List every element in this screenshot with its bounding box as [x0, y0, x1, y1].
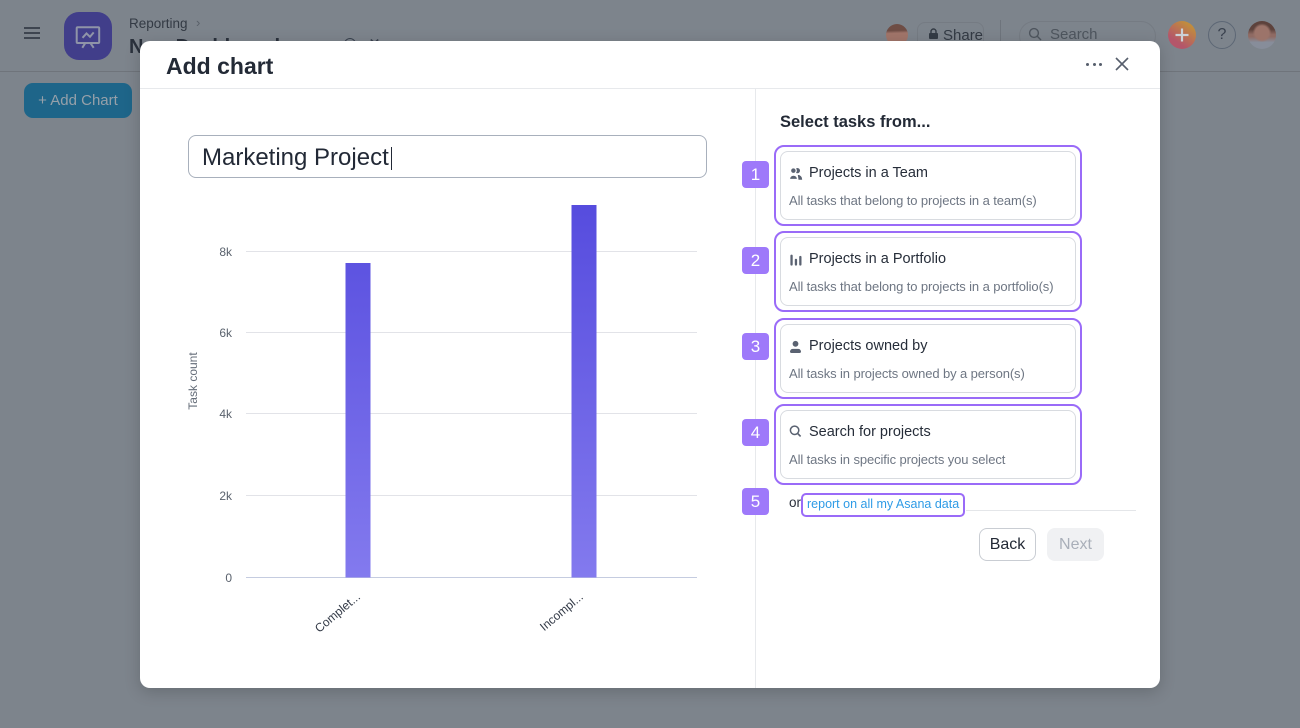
svg-text:Incompl...: Incompl...: [537, 590, 586, 634]
svg-text:Task count: Task count: [186, 352, 200, 410]
svg-text:2k: 2k: [219, 489, 233, 503]
svg-text:Complet...: Complet...: [312, 590, 363, 636]
svg-text:4k: 4k: [219, 407, 233, 421]
svg-text:6k: 6k: [219, 326, 233, 340]
svg-text:0: 0: [225, 571, 232, 585]
svg-text:8k: 8k: [219, 245, 233, 259]
